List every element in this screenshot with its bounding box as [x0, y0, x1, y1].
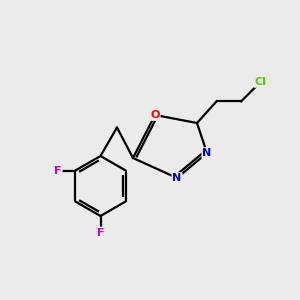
Text: Cl: Cl [255, 77, 266, 87]
Text: F: F [97, 227, 104, 238]
Text: N: N [202, 148, 211, 158]
Text: N: N [172, 173, 182, 183]
Text: O: O [150, 110, 160, 120]
Text: F: F [54, 166, 62, 176]
